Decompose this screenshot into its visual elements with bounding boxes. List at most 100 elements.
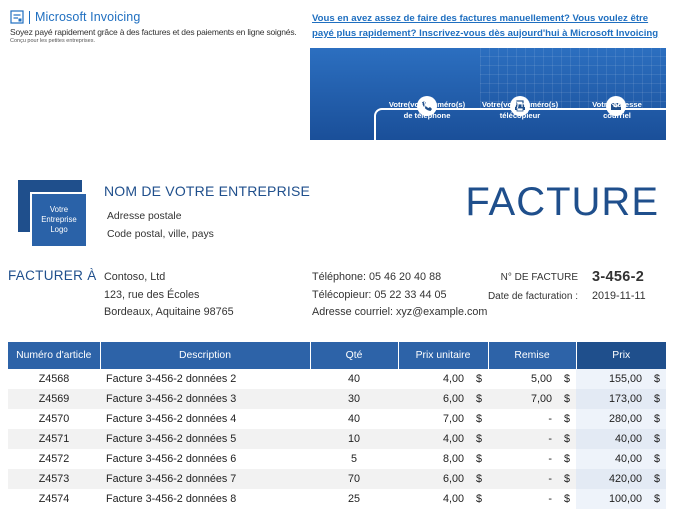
cell-discount: 7,00 xyxy=(488,389,558,409)
cell-currency: $ xyxy=(475,493,482,505)
invoice-number-label: N° DE FACTURE xyxy=(500,272,578,283)
cell-price: 100,00 xyxy=(576,489,648,509)
table-row: Z4572 Facture 3-456-2 données 6 5 8,00 $ - $40… xyxy=(8,449,666,469)
cell-unit-price: 8,00 xyxy=(442,453,464,465)
cell-discount: - xyxy=(488,429,558,449)
bill-to-address: Contoso, Ltd 123, rue des Écoles Bordeau… xyxy=(104,269,234,322)
brand-divider xyxy=(29,10,30,24)
brand-block: Microsoft Invoicing Soyez payé rapidemen… xyxy=(10,10,297,44)
cell-price: 40,00 xyxy=(576,449,648,469)
col-price: Prix xyxy=(576,342,666,369)
cell-qty: 30 xyxy=(310,389,398,409)
items-table: Numéro d'article Description Qté Prix un… xyxy=(8,342,666,509)
cell-description: Facture 3-456-2 données 4 xyxy=(106,413,237,425)
cell-currency: $ xyxy=(557,389,576,409)
col-qty: Qté xyxy=(310,342,399,369)
hero-phone-label: Votre(vos) numéro(s) de téléphone xyxy=(388,100,466,120)
cell-qty: 40 xyxy=(347,413,360,425)
cell-description: Facture 3-456-2 données 8 xyxy=(106,493,237,505)
cell-description: Facture 3-456-2 données 2 xyxy=(106,373,237,385)
col-discount: Remise xyxy=(488,342,577,369)
brand-name: Microsoft Invoicing xyxy=(35,10,141,24)
cell-price: 420,00 xyxy=(576,469,648,489)
cell-price: 173,00 xyxy=(576,389,648,409)
bill-to-label: FACTURER À xyxy=(8,268,97,283)
cell-discount: 5,00 xyxy=(530,373,552,385)
logo-text: Votre Entreprise Logo xyxy=(30,192,88,248)
cell-currency: $ xyxy=(475,373,482,385)
invoice-date-label: Date de facturation : xyxy=(487,291,578,302)
cell-unit-price: 4,00 xyxy=(442,493,464,505)
bill-to-fax: Télécopieur: 05 22 33 44 05 xyxy=(312,288,447,301)
cell-currency: $ xyxy=(563,413,570,425)
brand-tagline: Soyez payé rapidement grâce à des factur… xyxy=(10,27,297,37)
cell-description: Facture 3-456-2 données 6 xyxy=(106,453,237,465)
hero-banner: Votre(vos) numéro(s) de téléphone Votre(… xyxy=(310,48,666,140)
invoice-meta: N° DE FACTURE 3-456-2 Date de facturatio… xyxy=(478,268,646,306)
cell-price: 40,00 xyxy=(576,429,648,449)
bill-to-email: Adresse courriel: xyz@example.com xyxy=(312,306,488,318)
phone-icon xyxy=(417,96,437,116)
cell-unit-price: 6,00 xyxy=(398,389,470,409)
cell-currency: $ xyxy=(475,453,482,465)
cell-price: 280,00 xyxy=(576,409,648,429)
col-unit-price: Prix unitaire xyxy=(398,342,489,369)
cell-discount: - xyxy=(548,493,552,505)
mail-icon xyxy=(606,96,626,116)
invoice-date: 2019-11-11 xyxy=(592,290,646,302)
cell-currency: $ xyxy=(647,449,666,469)
fax-icon xyxy=(510,96,530,116)
cell-unit-price: 4,00 xyxy=(398,429,470,449)
company-address: Adresse postale Code postal, ville, pays xyxy=(107,208,214,243)
cell-currency: $ xyxy=(469,389,488,409)
cell-article: Z4571 xyxy=(8,429,100,449)
cell-qty: 10 xyxy=(310,429,398,449)
cell-currency: $ xyxy=(563,453,570,465)
cell-unit-price: 4,00 xyxy=(442,373,464,385)
cell-article: Z4574 xyxy=(38,493,70,505)
company-address-line2: Code postal, ville, pays xyxy=(107,228,214,240)
bill-to-contact: Téléphone: 05 46 20 40 88 Télécopieur: 0… xyxy=(312,269,487,322)
cell-currency: $ xyxy=(647,489,666,509)
cell-article: Z4573 xyxy=(8,469,100,489)
company-address-line1: Adresse postale xyxy=(107,211,182,222)
table-row: Z4569 Facture 3-456-2 données 3 30 6,00 $7,0… xyxy=(8,389,666,409)
cell-currency: $ xyxy=(647,409,666,429)
cell-discount: - xyxy=(548,413,552,425)
table-row: Z4571 Facture 3-456-2 données 5 10 4,00 $ - $4… xyxy=(8,429,666,449)
invoice-number: 3-456-2 xyxy=(592,269,645,285)
cell-currency: $ xyxy=(557,429,576,449)
cell-description: Facture 3-456-2 données 5 xyxy=(100,429,310,449)
cell-currency: $ xyxy=(563,373,570,385)
cell-qty: 40 xyxy=(347,373,360,385)
table-row: Z4570 Facture 3-456-2 données 4 40 7,00 $ - $2… xyxy=(8,409,666,429)
hero-fax-label: Votre(vos) numéro(s) télécopieur xyxy=(481,100,559,120)
cell-article: Z4572 xyxy=(38,453,70,465)
table-row: Z4574 Facture 3-456-2 données 8 25 4,00 $ - $1… xyxy=(8,489,666,509)
cell-qty: 25 xyxy=(347,493,360,505)
bill-to-name: Contoso, Ltd xyxy=(104,271,166,283)
cell-unit-price: 7,00 xyxy=(442,413,464,425)
cell-currency: $ xyxy=(469,429,488,449)
hero-email-label: Votre adresse courriel xyxy=(592,100,642,120)
bill-to-city: Bordeaux, Aquitaine 98765 xyxy=(104,306,234,318)
cell-discount: - xyxy=(488,469,558,489)
cell-currency: $ xyxy=(647,429,666,449)
cell-description: Facture 3-456-2 données 7 xyxy=(100,469,310,489)
bill-to-phone: Téléphone: 05 46 20 40 88 xyxy=(312,271,442,283)
page-title: FACTURE xyxy=(465,180,659,224)
cell-article: Z4570 xyxy=(38,413,70,425)
cell-currency: $ xyxy=(469,469,488,489)
cell-qty: 70 xyxy=(310,469,398,489)
cell-qty: 5 xyxy=(350,453,357,465)
cell-article: Z4568 xyxy=(38,373,70,385)
cell-currency: $ xyxy=(475,413,482,425)
promo-link[interactable]: Vous en avez assez de faire des factures… xyxy=(312,13,659,39)
cell-description: Facture 3-456-2 données 3 xyxy=(100,389,310,409)
col-description: Description xyxy=(100,342,311,369)
cell-currency: $ xyxy=(647,389,666,409)
cell-discount: - xyxy=(548,453,552,465)
cell-currency: $ xyxy=(647,469,666,489)
table-row: Z4568 Facture 3-456-2 données 2 40 4,00 $5,0… xyxy=(8,369,666,389)
cell-unit-price: 6,00 xyxy=(398,469,470,489)
